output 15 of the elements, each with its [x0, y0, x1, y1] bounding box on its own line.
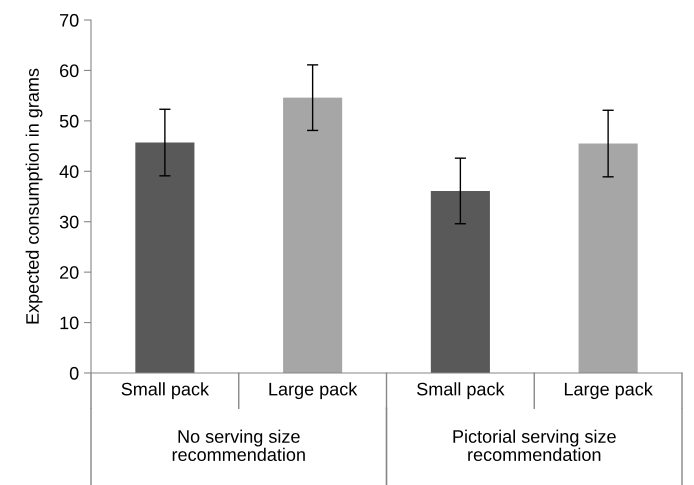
- text: Pictorial serving size recommendation: [453, 430, 616, 462]
- x-tick-label: Large pack: [564, 382, 653, 400]
- y-tick-label: 30: [60, 216, 78, 228]
- x-tick-label: Small pack: [122, 382, 210, 400]
- y-tick-label: 50: [60, 114, 78, 128]
- text: No serving size recommendation: [172, 430, 305, 462]
- y-tick-label: 60: [60, 64, 78, 78]
- x-tick-label: Large pack: [269, 382, 358, 400]
- y-tick-label: 20: [60, 266, 78, 279]
- y-tick-label: 10: [60, 316, 78, 330]
- y-tick-label: 70: [60, 14, 78, 27]
- y-tick-label: 0: [70, 366, 78, 380]
- y-tick-label: 40: [60, 165, 78, 178]
- y-axis-title: Expected consumption in grams: [26, 68, 42, 324]
- x-tick-label: Small pack: [417, 382, 505, 400]
